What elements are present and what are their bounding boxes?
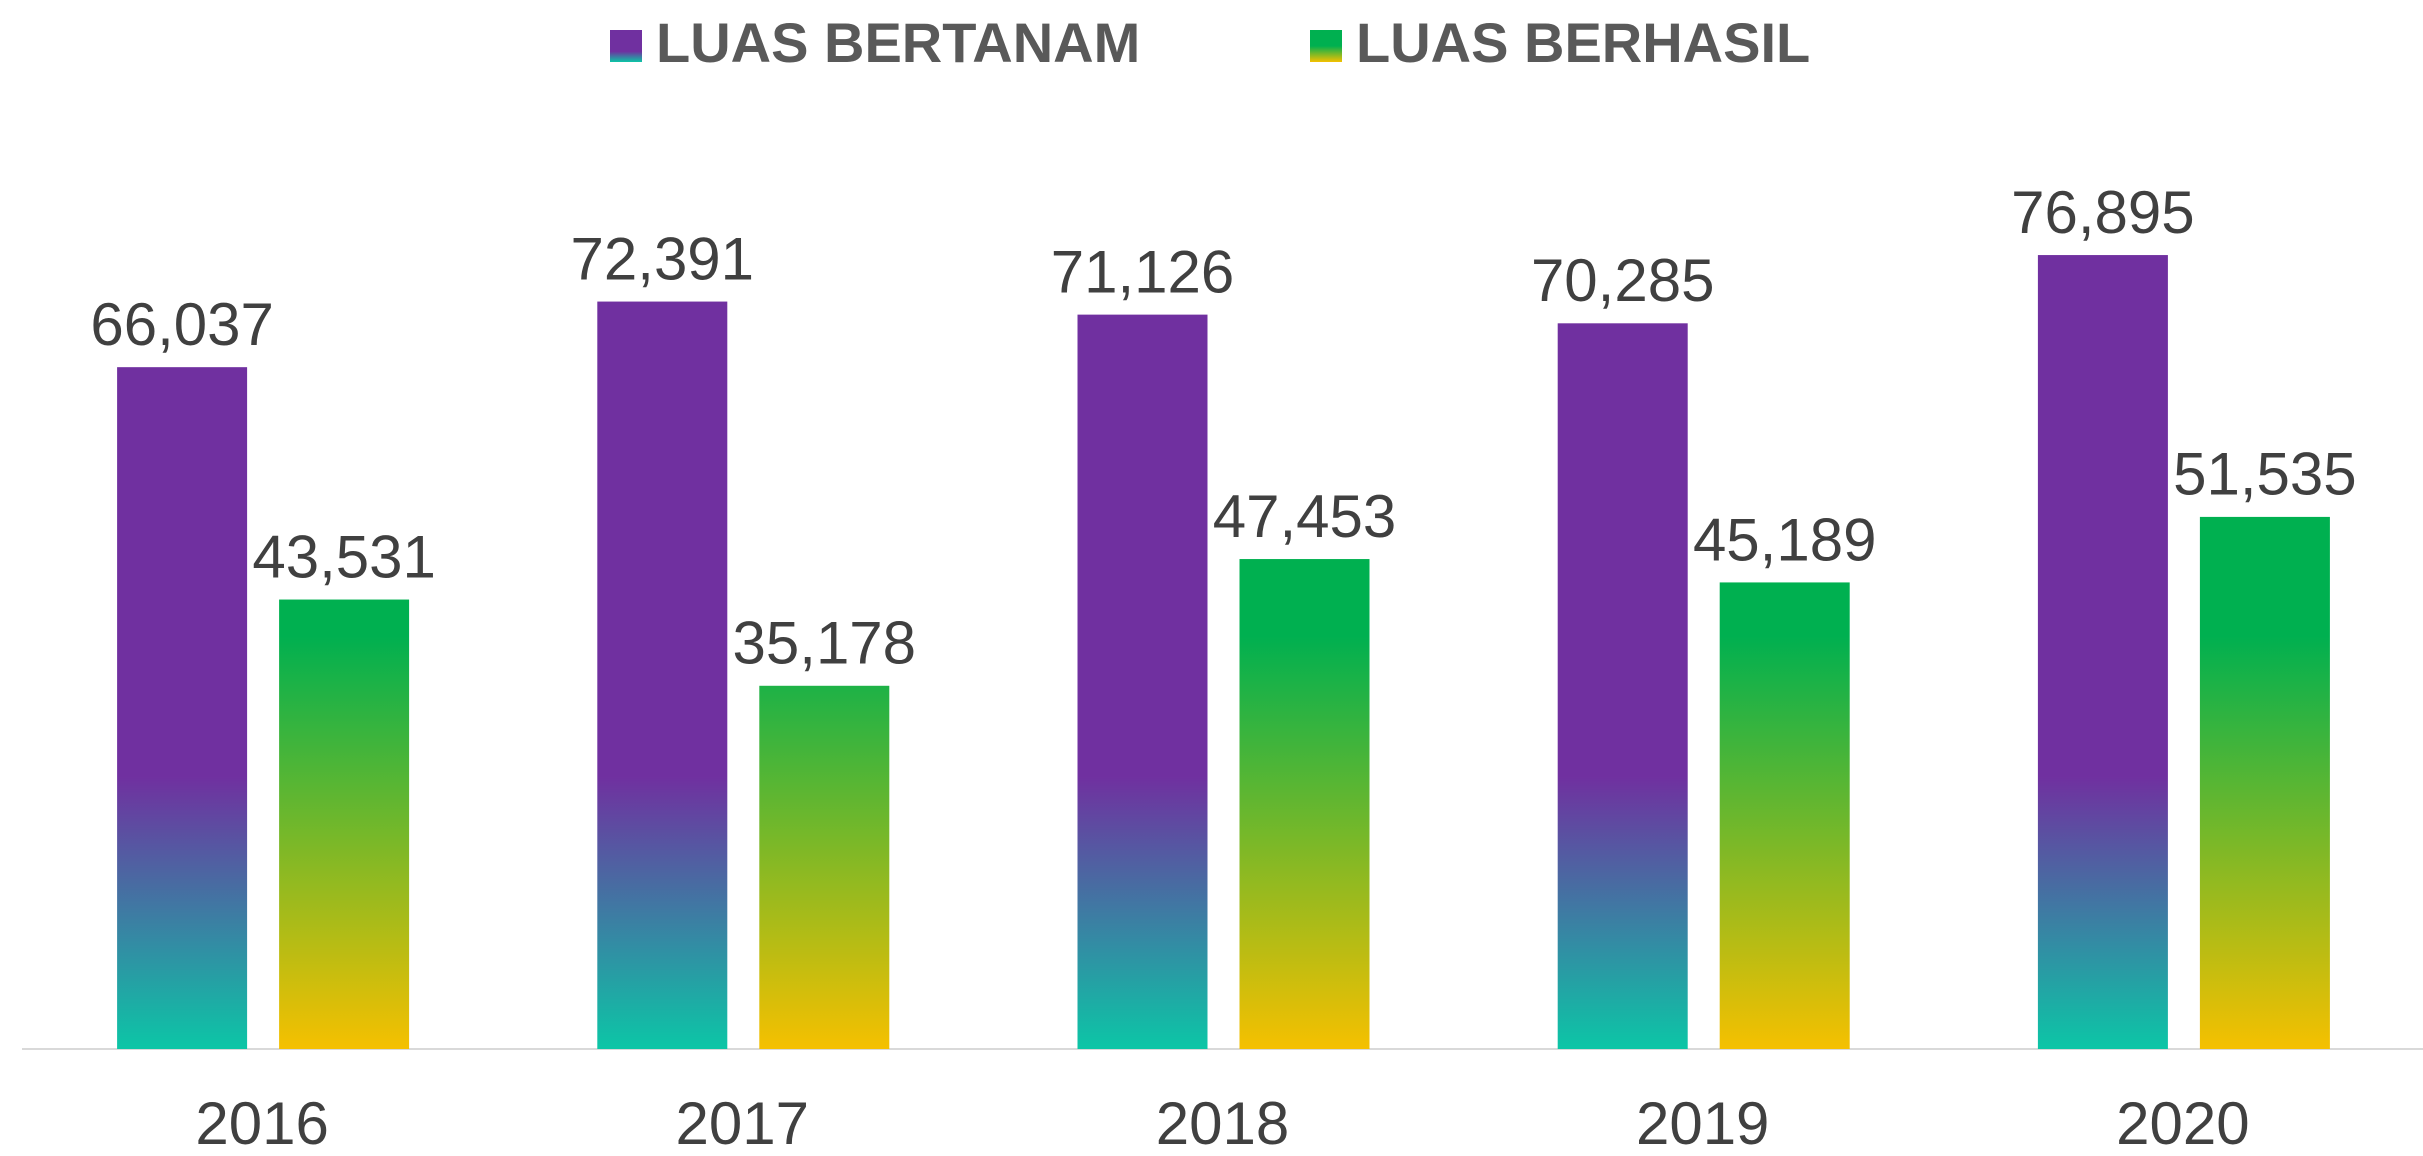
data-label: 43,531	[252, 523, 436, 590]
x-tick-label: 2020	[2116, 1090, 2249, 1156]
bar	[117, 367, 248, 1049]
data-label: 45,189	[1693, 506, 1877, 573]
data-label: 47,453	[1213, 483, 1397, 550]
x-tick-label: 2016	[195, 1090, 328, 1156]
data-label: 72,391	[571, 225, 755, 292]
bar	[2199, 516, 2330, 1049]
bar	[1719, 582, 1850, 1049]
legend-swatch	[610, 30, 642, 62]
x-tick-label: 2019	[1636, 1090, 1769, 1156]
bar	[597, 301, 728, 1049]
data-label: 76,895	[2011, 179, 2195, 246]
data-label: 51,535	[2173, 441, 2357, 508]
data-label: 35,178	[733, 610, 917, 677]
data-label: 66,037	[90, 291, 274, 358]
bar	[759, 685, 890, 1049]
bar	[2037, 255, 2168, 1049]
data-label: 70,285	[1531, 247, 1715, 314]
bar	[1239, 559, 1370, 1049]
legend-label: LUAS BERTANAM	[656, 11, 1140, 74]
bar	[1557, 323, 1688, 1049]
bar	[1077, 314, 1208, 1050]
bar	[279, 599, 410, 1049]
x-tick-label: 2017	[676, 1090, 809, 1156]
data-label: 71,126	[1051, 238, 1235, 305]
x-tick-label: 2018	[1156, 1090, 1289, 1156]
legend-swatch	[1310, 30, 1342, 62]
legend-label: LUAS BERHASIL	[1356, 11, 1810, 74]
